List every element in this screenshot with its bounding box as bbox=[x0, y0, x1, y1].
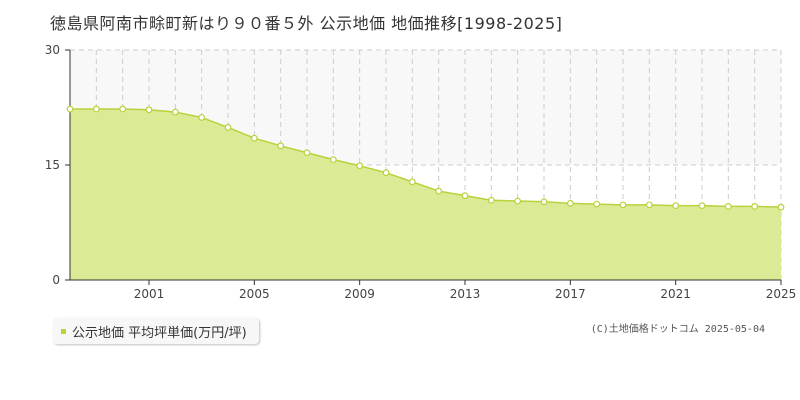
y-tick-label: 30 bbox=[45, 43, 60, 57]
x-tick-label: 2017 bbox=[555, 287, 586, 301]
x-tick-label: 2005 bbox=[239, 287, 270, 301]
data-point bbox=[250, 134, 258, 142]
chart-title: 徳島県阿南市畭町新はり９０番５外 公示地価 地価推移[1998-2025] bbox=[50, 14, 563, 33]
legend-label: 公示地価 平均坪単価(万円/坪) bbox=[72, 325, 247, 341]
legend-marker-icon bbox=[61, 328, 66, 334]
legend: 公示地価 平均坪単価(万円/坪) bbox=[53, 318, 259, 344]
x-tick-label: 2025 bbox=[766, 287, 797, 301]
data-point bbox=[540, 198, 548, 206]
x-tick-label: 2001 bbox=[134, 287, 165, 301]
data-point bbox=[777, 203, 785, 211]
data-point bbox=[198, 114, 206, 121]
y-tick-label: 0 bbox=[52, 273, 60, 287]
data-point bbox=[672, 202, 680, 210]
copyright-text: (C)土地価格ドットコム 2025-05-04 bbox=[590, 324, 765, 335]
data-point bbox=[619, 201, 627, 209]
data-point bbox=[303, 149, 311, 157]
x-tick-label: 2021 bbox=[660, 287, 691, 301]
y-tick-label: 15 bbox=[45, 158, 60, 172]
series-area bbox=[70, 109, 781, 281]
data-point bbox=[408, 178, 416, 186]
data-point bbox=[277, 142, 285, 150]
data-point bbox=[119, 105, 127, 113]
data-point bbox=[645, 201, 653, 209]
data-point bbox=[461, 192, 469, 200]
data-point bbox=[329, 156, 337, 164]
data-point bbox=[66, 105, 74, 113]
data-point bbox=[145, 106, 153, 114]
data-point bbox=[171, 108, 179, 116]
data-point bbox=[435, 187, 443, 195]
data-point bbox=[698, 202, 706, 210]
data-point bbox=[487, 196, 495, 204]
data-point bbox=[593, 200, 601, 208]
data-point bbox=[356, 162, 364, 170]
data-point bbox=[92, 105, 100, 113]
data-point bbox=[224, 124, 232, 131]
data-point bbox=[514, 197, 522, 205]
data-point bbox=[382, 169, 390, 177]
x-tick-label: 2013 bbox=[450, 287, 481, 301]
data-point bbox=[724, 202, 732, 210]
data-point bbox=[566, 199, 574, 207]
series-line bbox=[70, 108, 782, 208]
x-tick-label: 2009 bbox=[344, 287, 375, 301]
data-point bbox=[751, 202, 759, 210]
